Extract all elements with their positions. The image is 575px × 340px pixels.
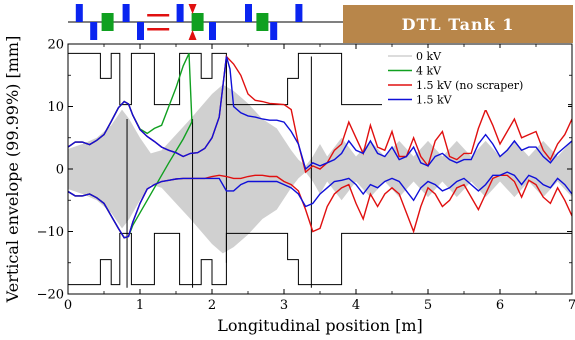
beamline-lattice-schematic — [68, 4, 343, 40]
aperture-outline — [68, 52, 572, 288]
steerer-icon — [101, 13, 114, 31]
envelope-lines — [68, 53, 572, 239]
legend-label-series-4kV: 4 kV — [416, 65, 442, 78]
quadrupole-icon — [137, 22, 144, 40]
quadrupole-icon — [122, 4, 130, 22]
x-tick-label: 0 — [64, 298, 72, 313]
quadrupole-icon — [245, 4, 252, 22]
series-1p5kV-upper — [68, 56, 572, 171]
legend-label-series-0kV: 0 kV — [416, 50, 442, 63]
plot-area: 0 1 2 3 4 5 6 7 −20 −10 0 10 20 — [37, 38, 575, 314]
scraper-icon — [188, 30, 197, 40]
x-tick-label: 7 — [568, 298, 575, 313]
x-tick-label: 4 — [352, 298, 360, 313]
y-tick-label: 0 — [56, 163, 64, 178]
quadrupole-icon — [90, 22, 98, 40]
series-1p5kV-lower — [68, 171, 572, 239]
quadrupole-icon — [270, 22, 278, 40]
dtl-tank-banner-box — [343, 5, 573, 43]
scraper-icon — [188, 4, 197, 14]
legend-label-series-1p5kV-no-scraper: 1.5 kV (no scraper) — [416, 79, 523, 92]
legend-label-series-1p5kV: 1.5 kV — [416, 94, 453, 107]
steerer-icon — [256, 13, 269, 31]
x-tick-label: 2 — [208, 298, 216, 313]
chopper-plate-icon — [147, 28, 170, 31]
y-axis-ticks: −20 −10 0 10 20 — [37, 38, 572, 303]
quadrupole-icon — [209, 22, 216, 40]
legend-box — [382, 48, 568, 110]
y-tick-label: 10 — [47, 100, 64, 115]
steerer-icon — [191, 13, 204, 31]
aperture-upper — [68, 52, 572, 106]
aperture-lower — [68, 232, 572, 286]
x-tick-label: 1 — [136, 298, 144, 313]
chopper-plate-icon — [147, 14, 170, 17]
x-axis-title: Longitudinal position [m] — [217, 316, 423, 335]
y-tick-label: −20 — [37, 288, 64, 303]
x-tick-label: 3 — [280, 298, 288, 313]
x-axis-ticks: 0 1 2 3 4 5 6 7 — [64, 44, 575, 313]
x-tick-label: 6 — [496, 298, 504, 313]
y-tick-label: −10 — [37, 225, 64, 240]
quadrupole-icon — [75, 4, 83, 22]
y-axis-title: Vertical envelope (99.99%) [mm] — [3, 36, 22, 304]
y-tick-label: 20 — [47, 38, 64, 53]
legend: 0 kV 4 kV1.5 kV (no scraper) 1.5 kV — [382, 48, 568, 110]
quadrupole-icon — [176, 4, 184, 22]
x-tick-label: 5 — [424, 298, 432, 313]
dtl-tank-banner: DTL Tank 1 — [343, 5, 573, 43]
dtl-tank-label: DTL Tank 1 — [402, 15, 515, 34]
quadrupole-icon — [295, 4, 303, 22]
